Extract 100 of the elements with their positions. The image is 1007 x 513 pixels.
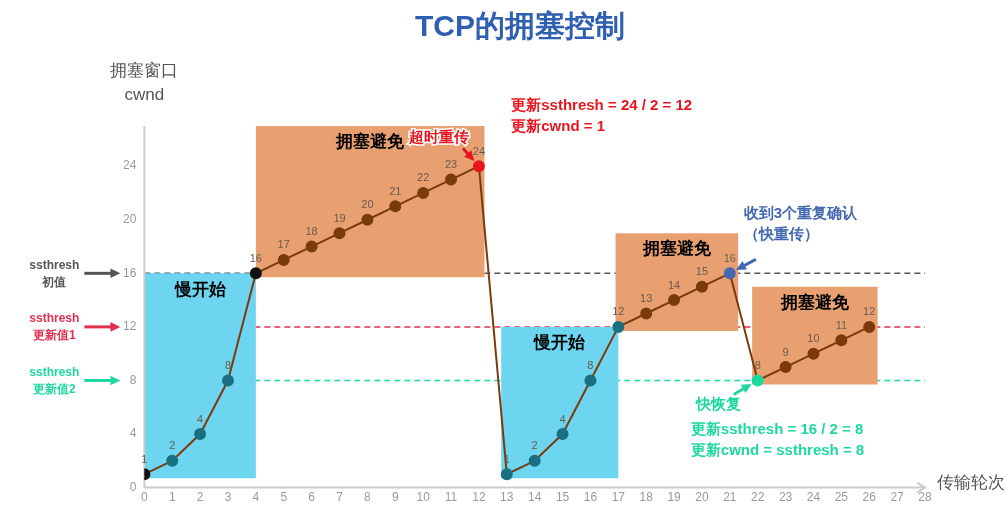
x-axis-title: 传输轮次 — [937, 473, 1005, 493]
y-tick-label: 0 — [129, 479, 137, 494]
point — [500, 468, 513, 481]
x-tick-label: 5 — [280, 490, 288, 505]
data-label: 17 — [277, 238, 290, 251]
data-label: 9 — [782, 345, 789, 358]
data-label: 20 — [361, 198, 374, 211]
y-tick-label: 8 — [129, 372, 137, 387]
x-tick-label: 3 — [224, 490, 232, 505]
point — [723, 267, 736, 280]
point — [166, 454, 179, 467]
data-label: 22 — [417, 171, 430, 184]
data-label: 19 — [333, 211, 346, 224]
y-tick-label: 16 — [122, 265, 137, 280]
x-tick-label: 18 — [639, 490, 654, 505]
data-label: 21 — [389, 184, 402, 197]
data-label: 13 — [640, 292, 653, 305]
data-label: 10 — [807, 332, 820, 345]
data-label: 2 — [531, 439, 538, 452]
data-label: 4 — [197, 412, 204, 425]
x-tick-label: 27 — [890, 490, 905, 505]
point — [556, 428, 569, 441]
annotation: 快恢复 — [694, 394, 741, 412]
point — [249, 267, 262, 280]
ref-line-label: ssthresh 初值 — [29, 257, 80, 289]
annotation: 更新ssthresh = 24 / 2 = 12 更新cwnd = 1 — [511, 96, 693, 135]
point — [361, 213, 374, 226]
ref-line-label: ssthresh 更新值1 — [29, 311, 80, 343]
point — [751, 374, 764, 387]
data-label: 23 — [444, 158, 458, 171]
point — [305, 240, 318, 253]
x-tick-label: 25 — [834, 490, 849, 505]
y-tick-label: 12 — [122, 319, 137, 334]
x-tick-label: 19 — [667, 490, 682, 505]
x-tick-label: 24 — [806, 490, 821, 505]
x-tick-label: 6 — [308, 490, 316, 505]
data-label: 15 — [695, 265, 709, 278]
point — [695, 280, 708, 293]
point — [584, 374, 597, 387]
point — [612, 320, 625, 333]
band-label: 拥塞避免 — [641, 239, 712, 259]
band-label: 拥塞避免 — [779, 292, 850, 312]
x-tick-label: 10 — [416, 490, 431, 505]
data-label: 8 — [587, 358, 594, 371]
data-label: 18 — [305, 225, 318, 238]
point — [221, 374, 234, 387]
point — [640, 307, 653, 320]
data-label: 1 — [141, 452, 148, 465]
x-tick-label: 15 — [555, 490, 570, 505]
data-label: 8 — [224, 358, 232, 371]
x-tick-label: 12 — [472, 490, 486, 505]
annotation: 收到3个重复确认（快重传） — [743, 204, 859, 243]
point — [445, 173, 458, 186]
data-label: 14 — [667, 278, 681, 291]
x-tick-label: 21 — [723, 490, 737, 505]
point — [417, 186, 430, 199]
annotation: 更新ssthresh = 16 / 2 = 8 更新cwnd = ssthresh = 8 — [690, 419, 865, 458]
point — [863, 320, 876, 333]
point — [528, 454, 541, 467]
x-tick-label: 17 — [611, 490, 626, 505]
y-tick-label: 4 — [129, 426, 137, 441]
x-tick-label: 11 — [444, 490, 458, 505]
x-tick-label: 26 — [862, 490, 877, 505]
point — [835, 334, 848, 347]
x-tick-label: 22 — [751, 490, 765, 505]
data-label: 11 — [835, 318, 848, 331]
data-label: 2 — [169, 439, 176, 452]
band-label: 拥塞避免 — [335, 132, 406, 152]
y-tick-label: 24 — [122, 158, 137, 173]
x-tick-label: 0 — [141, 490, 148, 505]
y-axis-title: 拥塞窗口 cwnd — [110, 60, 179, 104]
band-label: 慢开始 — [533, 333, 587, 353]
x-tick-label: 16 — [583, 490, 598, 505]
point — [807, 347, 820, 360]
x-tick-label: 14 — [527, 490, 542, 505]
x-tick-label: 7 — [336, 490, 344, 505]
x-tick-label: 23 — [778, 490, 793, 505]
chart-title: TCP的拥塞控制 — [415, 9, 625, 43]
band-label: 慢开始 — [173, 279, 227, 299]
data-label: 16 — [723, 251, 736, 264]
x-tick-label: 20 — [695, 490, 709, 505]
point — [194, 428, 207, 441]
ref-line-label: ssthresh 更新值2 — [29, 364, 80, 396]
x-tick-label: 1 — [168, 490, 176, 505]
x-tick-label: 9 — [391, 490, 399, 505]
data-label: 12 — [863, 305, 876, 318]
point — [389, 200, 402, 213]
point — [779, 361, 792, 374]
annotation: 超时重传 — [407, 128, 469, 146]
point — [668, 294, 681, 307]
data-label: 8 — [754, 358, 761, 371]
point — [472, 160, 485, 173]
x-tick-label: 28 — [918, 490, 932, 505]
x-tick-label: 13 — [500, 490, 514, 505]
x-tick-label: 8 — [364, 490, 372, 505]
x-tick-label: 2 — [196, 490, 204, 505]
data-label: 4 — [559, 412, 566, 425]
y-tick-label: 20 — [122, 212, 137, 227]
point — [277, 253, 290, 266]
x-tick-label: 4 — [252, 490, 260, 505]
